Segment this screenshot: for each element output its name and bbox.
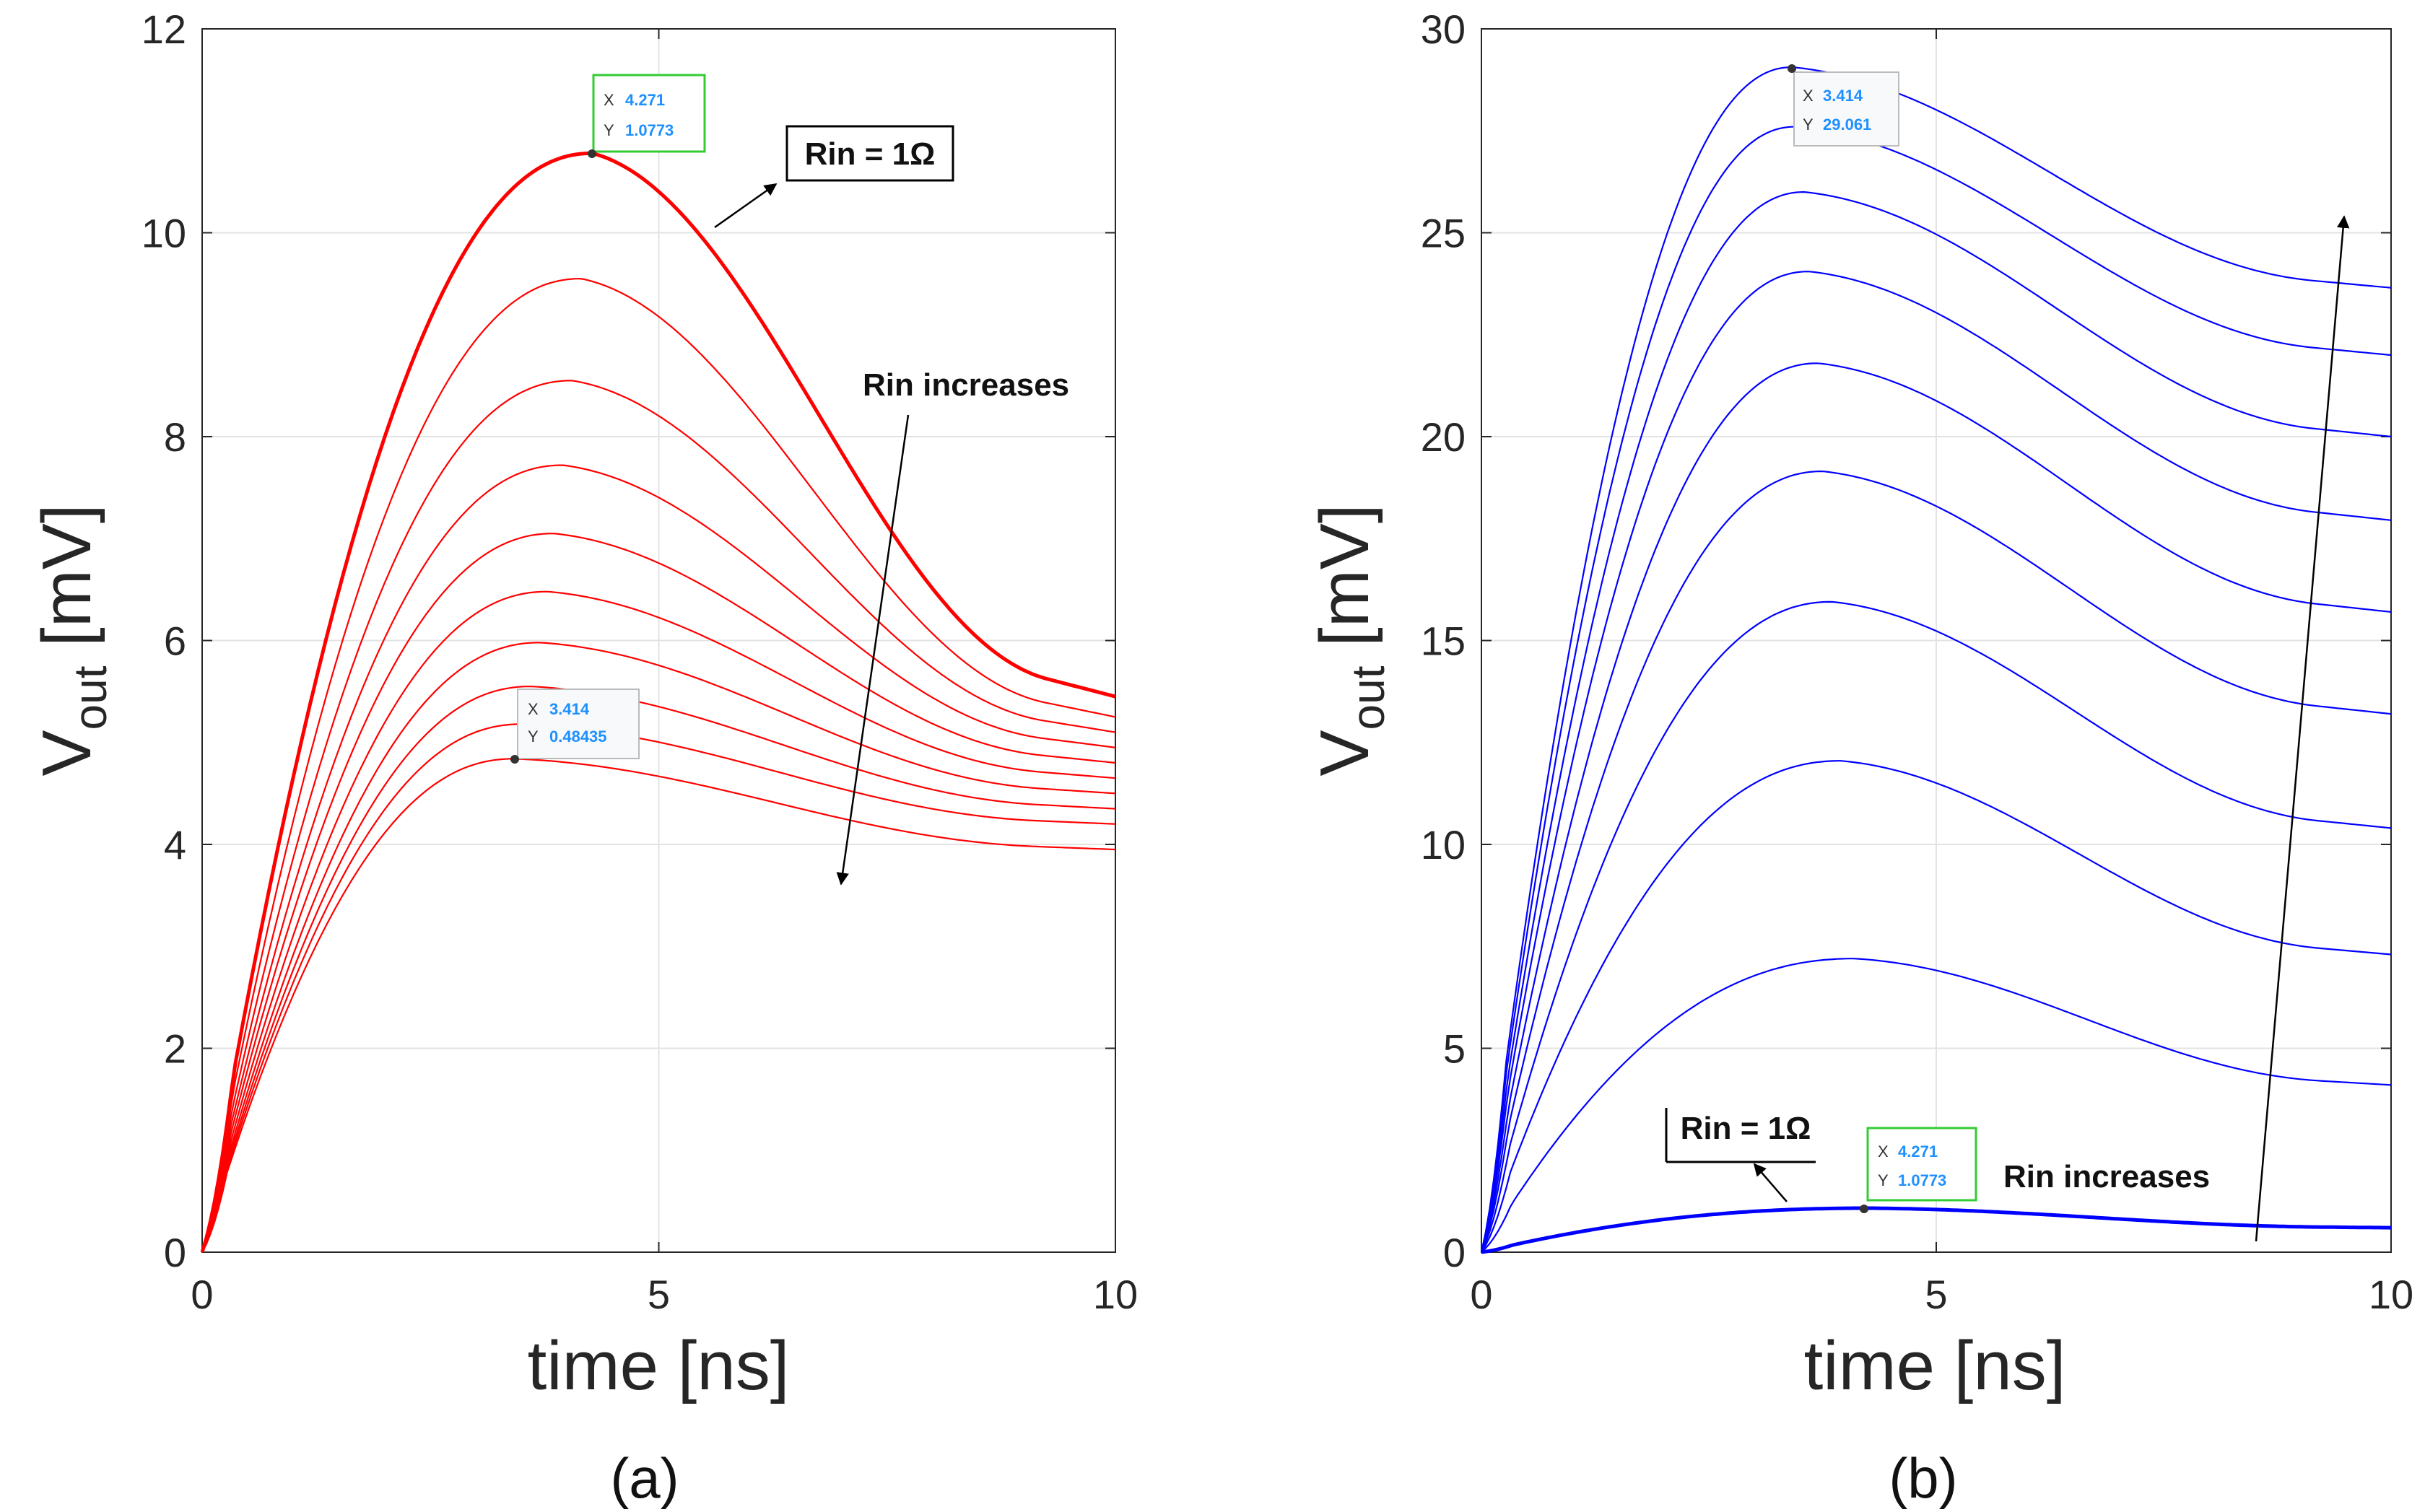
x-axis-label-a: time [ns] bbox=[528, 1327, 790, 1404]
datatip-a-1[interactable]: X 4.271 Y 1.0773 bbox=[592, 74, 706, 153]
grid-b bbox=[1481, 29, 2391, 1252]
datatip-a-1-x-label: X bbox=[604, 91, 614, 109]
x-tick-label-a: 0 bbox=[191, 1272, 213, 1317]
series-line-b-4 bbox=[1480, 600, 2392, 1253]
series-line-a-10 bbox=[201, 758, 1116, 1253]
arrow-rin-1ohm-a bbox=[714, 183, 778, 229]
datatip-b-1-y-label: Y bbox=[1803, 115, 1814, 134]
series-line-a-2 bbox=[201, 277, 1116, 1253]
series-line-a-7 bbox=[201, 642, 1116, 1253]
series-line-a-6 bbox=[201, 590, 1116, 1253]
svg-text:Rin = 1Ω: Rin = 1Ω bbox=[1681, 1111, 1811, 1146]
y-tick-label-b: 5 bbox=[1443, 1026, 1466, 1072]
datatip-a-2-x-value: 3.414 bbox=[549, 700, 590, 718]
datatip-b-1-marker bbox=[1788, 64, 1796, 73]
y-tick-label-b: 0 bbox=[1443, 1230, 1466, 1275]
series-line-b-2 bbox=[1481, 958, 2392, 1253]
panel-b: 0 5 10 15 20 25 30 0 5 10 Vout [mV] time [ns] (b… bbox=[1306, 6, 2413, 1510]
datatip-a-1-y-label: Y bbox=[604, 121, 614, 139]
annotation-rin-increases-a: Rin increases bbox=[863, 367, 1069, 403]
datatip-b-2[interactable]: X 4.271 Y 1.0773 bbox=[1866, 1127, 1977, 1202]
panel-a: 0 2 4 6 8 10 12 0 5 10 Vout [mV] time [ns] (a) X… bbox=[28, 6, 1138, 1510]
x-axis-label-b: time [ns] bbox=[1804, 1327, 2066, 1404]
datatip-a-2-x-label: X bbox=[528, 700, 539, 718]
y-ticks-b: 0 5 10 15 20 25 30 bbox=[1421, 6, 2391, 1275]
arrow-rin-increases-b bbox=[2255, 215, 2350, 1242]
datatip-b-1-x-label: X bbox=[1803, 87, 1814, 105]
series-line-a-8 bbox=[201, 685, 1116, 1253]
datatip-a-2-y-label: Y bbox=[528, 727, 539, 746]
svg-text:Rin = 1Ω: Rin = 1Ω bbox=[805, 136, 936, 172]
series-line-b-9 bbox=[1480, 126, 2392, 1253]
y-tick-label-b: 10 bbox=[1421, 822, 1466, 868]
y-ticks-a: 0 2 4 6 8 10 12 bbox=[142, 6, 1115, 1275]
x-tick-label-b: 5 bbox=[1925, 1272, 1947, 1317]
datatip-b-1-y-value: 29.061 bbox=[1823, 115, 1871, 134]
datatip-b-2-x-value: 4.271 bbox=[1898, 1142, 1938, 1161]
y-tick-label-a: 6 bbox=[164, 619, 186, 664]
series-line-b-3 bbox=[1481, 760, 2392, 1253]
datatip-a-1-y-value: 1.0773 bbox=[625, 121, 674, 139]
series-line-b-1 bbox=[1481, 1206, 2392, 1254]
series-line-b-7 bbox=[1480, 271, 2392, 1253]
curves-a bbox=[200, 151, 1116, 1253]
datatip-a-1-x-value: 4.271 bbox=[625, 91, 665, 109]
series-line-a-1 bbox=[200, 151, 1116, 1253]
arrow-rin-1ohm-b bbox=[1753, 1163, 1788, 1202]
panel-label-a: (a) bbox=[610, 1446, 679, 1510]
series-line-b-5 bbox=[1480, 470, 2392, 1253]
curves-b bbox=[1480, 66, 2392, 1254]
y-tick-label-a: 4 bbox=[164, 822, 186, 868]
y-tick-label-b: 20 bbox=[1421, 414, 1466, 460]
x-ticks-b: 0 5 10 bbox=[1470, 29, 2413, 1317]
y-tick-label-b: 25 bbox=[1421, 211, 1466, 256]
datatip-b-2-y-label: Y bbox=[1878, 1171, 1889, 1189]
datatip-b-2-x-label: X bbox=[1878, 1142, 1889, 1161]
series-line-a-3 bbox=[201, 380, 1116, 1253]
series-line-a-5 bbox=[201, 533, 1116, 1253]
y-axis-label-a: Vout [mV] bbox=[28, 504, 116, 776]
x-tick-label-a: 5 bbox=[648, 1272, 670, 1317]
datatip-b-2-marker bbox=[1860, 1205, 1868, 1213]
y-tick-label-b: 30 bbox=[1421, 6, 1466, 52]
series-line-a-9 bbox=[201, 723, 1116, 1253]
annotation-rin-1ohm-b: Rin = 1Ω bbox=[1665, 1108, 1816, 1163]
y-axis-label-b: Vout [mV] bbox=[1306, 504, 1394, 776]
x-tick-label-b: 0 bbox=[1470, 1272, 1492, 1317]
datatip-a-2-marker bbox=[510, 755, 519, 764]
y-tick-label-a: 10 bbox=[142, 211, 186, 256]
x-ticks-a: 0 5 10 bbox=[191, 29, 1138, 1317]
series-line-b-6 bbox=[1480, 362, 2392, 1253]
grid-a bbox=[202, 29, 1115, 1252]
x-tick-label-a: 10 bbox=[1093, 1272, 1138, 1317]
series-line-b-8 bbox=[1480, 191, 2392, 1253]
annotation-rin-1ohm-a: Rin = 1Ω bbox=[785, 125, 954, 182]
datatip-b-1[interactable]: X 3.414 Y 29.061 bbox=[1793, 71, 1899, 147]
panel-label-b: (b) bbox=[1889, 1446, 1957, 1510]
datatip-b-2-y-value: 1.0773 bbox=[1898, 1171, 1946, 1189]
y-tick-label-a: 2 bbox=[164, 1026, 186, 1072]
y-tick-label-a: 12 bbox=[142, 6, 186, 52]
series-line-b-10 bbox=[1480, 66, 2392, 1253]
annotation-rin-increases-b: Rin increases bbox=[2003, 1159, 2210, 1194]
x-tick-label-b: 10 bbox=[2369, 1272, 2413, 1317]
y-tick-label-b: 15 bbox=[1421, 619, 1466, 664]
datatip-a-2[interactable]: X 3.414 Y 0.48435 bbox=[517, 689, 640, 759]
datatip-a-1-marker bbox=[588, 149, 596, 158]
series-line-a-4 bbox=[201, 464, 1116, 1253]
datatip-b-1-x-value: 3.414 bbox=[1823, 87, 1863, 105]
datatip-a-2-y-value: 0.48435 bbox=[549, 727, 607, 746]
arrow-rin-increases-a bbox=[836, 414, 910, 886]
y-tick-label-a: 0 bbox=[164, 1230, 186, 1275]
y-tick-label-a: 8 bbox=[164, 414, 186, 460]
